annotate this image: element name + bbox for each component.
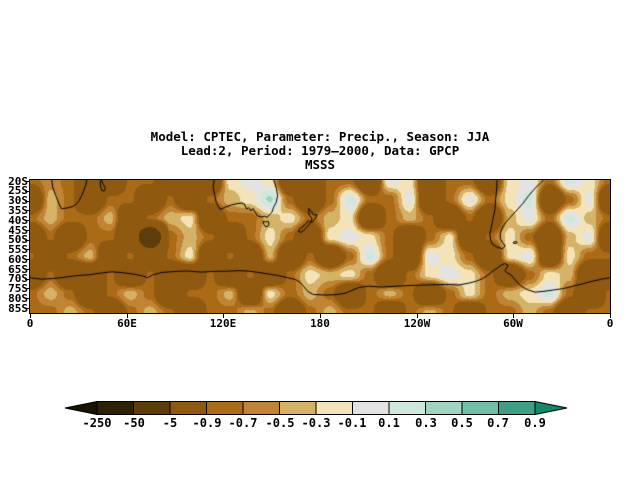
colorbar-label: -50 <box>123 416 145 430</box>
y-tick-mark <box>25 181 30 182</box>
colorbar-cell <box>425 401 463 415</box>
y-tick-mark <box>25 239 30 241</box>
y-tick-mark <box>25 229 30 231</box>
y-tick-label: 70S <box>8 272 28 285</box>
plot-title-line1: Model: CPTEC, Parameter: Precip., Season… <box>150 129 490 144</box>
y-tick-label: 35S <box>8 204 28 217</box>
colorbar-label: -0.1 <box>337 416 367 430</box>
y-tick-mark <box>25 190 30 192</box>
colorbar-arrow-left <box>64 401 98 416</box>
colorbar-label: 0.5 <box>451 416 473 430</box>
map-canvas <box>30 180 610 313</box>
y-tick-label: 20S <box>8 174 28 188</box>
y-tick-label: 40S <box>8 213 28 227</box>
colorbar-label: -0.9 <box>192 416 222 430</box>
x-tick-label: 180 <box>310 317 330 330</box>
colorbar-cell <box>169 401 207 415</box>
x-tick-label: 0 <box>606 317 614 330</box>
y-tick-label: 25S <box>8 184 28 197</box>
x-tick-mark <box>417 313 418 318</box>
x-tick-mark <box>610 313 611 318</box>
plot-title-line3: MSSS <box>304 156 336 172</box>
x-tick-mark <box>513 313 514 318</box>
x-tick-mark <box>127 313 128 318</box>
y-tick-mark <box>25 220 30 222</box>
colorbar-label: -250 <box>82 416 112 430</box>
colorbar-cell <box>388 401 426 415</box>
colorbar-label: 0.1 <box>378 416 400 430</box>
y-tick-mark <box>25 268 30 270</box>
x-tick-mark <box>320 313 321 318</box>
x-tick-mark <box>223 313 224 318</box>
x-tick-label: 60W <box>503 317 523 330</box>
colorbar-cell <box>279 401 317 415</box>
colorbar-label: -5 <box>162 416 178 430</box>
y-tick-label: 65S <box>8 262 28 276</box>
colorbar-cell <box>352 401 390 415</box>
y-tick-label: 30S <box>8 194 28 207</box>
y-tick-mark <box>25 278 30 280</box>
colorbar-cell <box>315 401 353 415</box>
colorbar <box>64 401 568 416</box>
y-tick-label: 80S <box>8 292 28 305</box>
colorbar-label: -0.3 <box>301 416 331 430</box>
y-tick-mark <box>25 308 30 309</box>
y-tick-mark <box>25 288 30 290</box>
plot-title: Model: CPTEC, Parameter: Precip., Season… <box>0 130 640 171</box>
y-tick-label: 85S <box>8 301 28 315</box>
x-tick-label: 60E <box>117 317 137 330</box>
plot-title-line2: Lead:2, Period: 1979–2000, Data: GPCP <box>180 142 460 158</box>
colorbar-arrow-right <box>534 401 568 416</box>
x-tick-label: 120W <box>403 317 431 330</box>
colorbar-cell <box>498 401 536 415</box>
x-tick-label: 0 <box>26 317 34 330</box>
colorbar-label: 0.3 <box>415 416 437 430</box>
y-tick-label: 55S <box>8 243 28 256</box>
colorbar-label: 0.7 <box>487 416 509 430</box>
x-tick-label: 120E <box>209 317 237 330</box>
y-tick-label: 60S <box>8 252 28 266</box>
map-frame <box>29 179 611 314</box>
colorbar-label: -0.7 <box>228 416 258 430</box>
y-tick-label: 50S <box>8 233 28 246</box>
colorbar-cell <box>133 401 171 415</box>
colorbar-label: 0.9 <box>524 416 546 430</box>
y-tick-mark <box>25 210 30 212</box>
colorbar-cell <box>242 401 280 415</box>
y-tick-label: 45S <box>8 223 28 237</box>
y-tick-mark <box>25 200 30 202</box>
y-tick-mark <box>25 249 30 251</box>
colorbar-cell <box>96 401 134 415</box>
colorbar-label: -0.5 <box>265 416 295 430</box>
x-tick-mark <box>30 313 31 318</box>
y-tick-mark <box>25 298 30 300</box>
y-tick-mark <box>25 259 30 261</box>
y-tick-label: 75S <box>8 282 28 295</box>
colorbar-cell <box>461 401 499 415</box>
colorbar-cell <box>206 401 244 415</box>
